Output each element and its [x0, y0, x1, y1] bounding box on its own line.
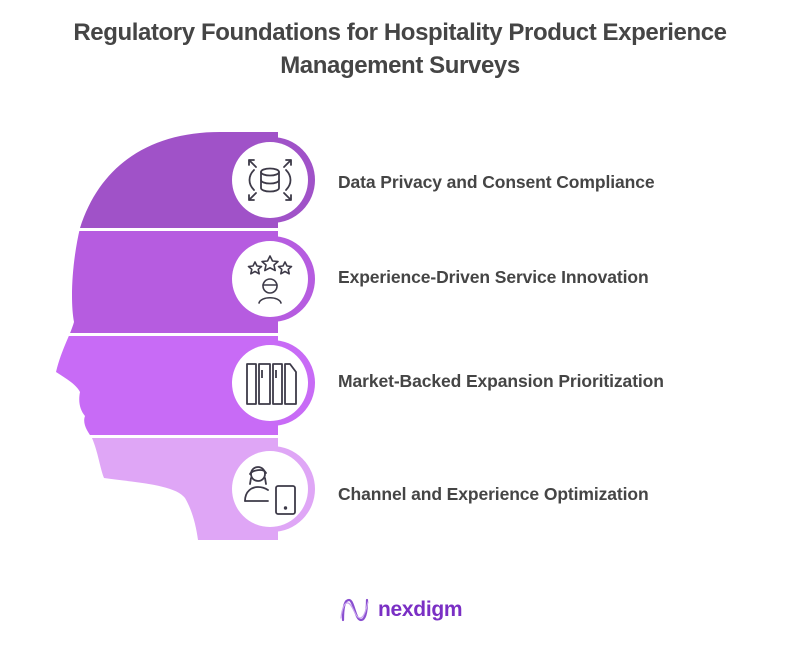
icon-circle-3 [229, 340, 315, 426]
brand-logo: nexdigm [338, 595, 463, 625]
person-mobile-icon [244, 466, 296, 515]
icon-circle-1 [229, 137, 315, 223]
page-title: Regulatory Foundations for Hospitality P… [0, 16, 800, 82]
nexdigm-wave-icon [340, 598, 369, 622]
brand-name: nexdigm [378, 598, 463, 621]
title-line-1: Regulatory Foundations for Hospitality P… [73, 19, 727, 46]
segment-label-expansion-prioritization: Market-Backed Expansion Prioritization [338, 371, 664, 391]
title-line-2: Management Surveys [280, 52, 520, 79]
database-expand-icon [248, 159, 292, 201]
icon-circle-4 [229, 446, 315, 532]
bookshelf-icon [246, 363, 297, 405]
segment-label-data-privacy: Data Privacy and Consent Compliance [338, 172, 655, 192]
segment-label-channel-optimization: Channel and Experience Optimization [338, 484, 649, 504]
stars-person-icon [247, 255, 293, 304]
segment-label-service-innovation: Experience-Driven Service Innovation [338, 267, 649, 287]
